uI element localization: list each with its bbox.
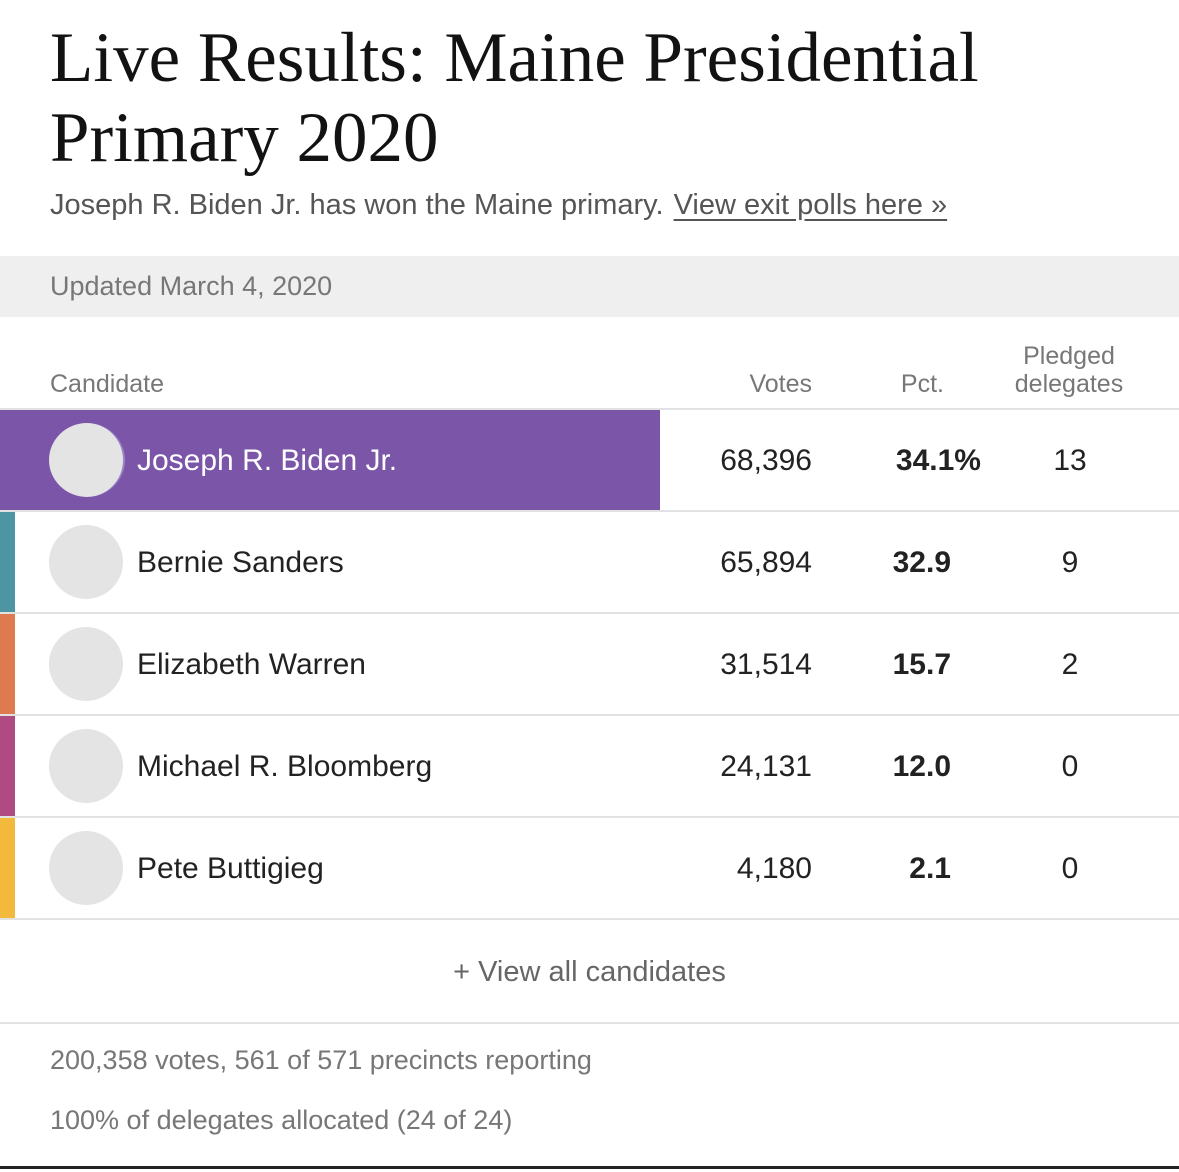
candidate-votes: 31,514: [720, 648, 812, 681]
candidate-color-stripe: [0, 818, 15, 918]
pledged-label-line2: delegates: [1014, 370, 1124, 398]
candidate-color-stripe: [0, 716, 15, 816]
candidate-avatar: [49, 627, 123, 701]
updated-bar: Updated March 4, 2020: [0, 256, 1179, 317]
candidate-avatar: [49, 831, 123, 905]
candidate-votes: 24,131: [720, 750, 812, 783]
candidate-delegates: 2: [1061, 648, 1079, 681]
candidate-row: Joseph R. Biden Jr. 68,396 34.1% 13: [0, 408, 1179, 510]
candidate-color-stripe: [0, 512, 15, 612]
pledged-label-line1: Pledged: [1023, 342, 1115, 370]
candidate-votes: 68,396: [720, 444, 812, 477]
candidate-votes: 65,894: [720, 546, 812, 579]
candidate-row: Michael R. Bloomberg 24,131 12.0 0: [0, 714, 1179, 816]
candidate-name: Bernie Sanders: [137, 546, 344, 579]
view-all-candidates-button[interactable]: + View all candidates: [0, 918, 1179, 1024]
column-header-candidate: Candidate: [50, 370, 164, 398]
result-summary: Joseph R. Biden Jr. has won the Maine pr…: [50, 189, 947, 222]
candidate-name: Michael R. Bloomberg: [137, 750, 433, 783]
candidate-row: Elizabeth Warren 31,514 15.7 2: [0, 612, 1179, 714]
votes-reporting: 200,358 votes, 561 of 571 precincts repo…: [50, 1045, 592, 1075]
winner-announcement: Joseph R. Biden Jr. has won the Maine pr…: [50, 189, 664, 221]
candidate-avatar: [49, 729, 123, 803]
candidate-pct: 32.9: [892, 546, 951, 579]
updated-timestamp: Updated March 4, 2020: [50, 271, 333, 301]
column-header-votes: Votes: [749, 370, 812, 398]
candidate-delegates: 9: [1061, 546, 1079, 579]
column-header-pct: Pct.: [900, 370, 944, 398]
candidate-row: Pete Buttigieg 4,180 2.1 0: [0, 816, 1179, 918]
candidate-row: Bernie Sanders 65,894 32.9 9: [0, 510, 1179, 612]
candidate-color-stripe: [0, 614, 15, 714]
delegates-allocated: 100% of delegates allocated (24 of 24): [50, 1105, 513, 1135]
candidate-delegates: 13: [1053, 444, 1087, 477]
candidate-votes: 4,180: [736, 852, 812, 885]
column-header-pledged-delegates: Pledged delegates: [998, 342, 1140, 398]
candidate-delegates: 0: [1061, 750, 1079, 783]
candidate-pct: 12.0: [892, 750, 951, 783]
exit-polls-link[interactable]: View exit polls here »: [673, 189, 948, 221]
candidate-name: Pete Buttigieg: [137, 852, 324, 885]
candidate-pct: 34.1%: [895, 444, 981, 477]
bottom-divider: [0, 1166, 1179, 1169]
candidate-avatar: [49, 525, 123, 599]
page-title: Live Results: Maine Presidential Primary…: [50, 19, 979, 177]
view-all-label: + View all candidates: [453, 956, 726, 988]
candidate-name: Elizabeth Warren: [137, 648, 366, 681]
candidate-pct: 2.1: [909, 852, 951, 885]
candidate-pct: 15.7: [892, 648, 951, 681]
candidate-avatar: [49, 423, 125, 497]
candidate-name: Joseph R. Biden Jr.: [137, 444, 398, 477]
candidate-delegates: 0: [1061, 852, 1079, 885]
